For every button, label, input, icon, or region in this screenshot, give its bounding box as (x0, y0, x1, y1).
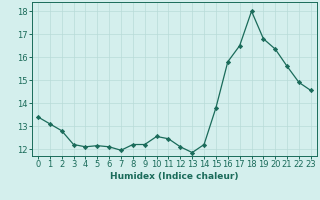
X-axis label: Humidex (Indice chaleur): Humidex (Indice chaleur) (110, 172, 239, 181)
